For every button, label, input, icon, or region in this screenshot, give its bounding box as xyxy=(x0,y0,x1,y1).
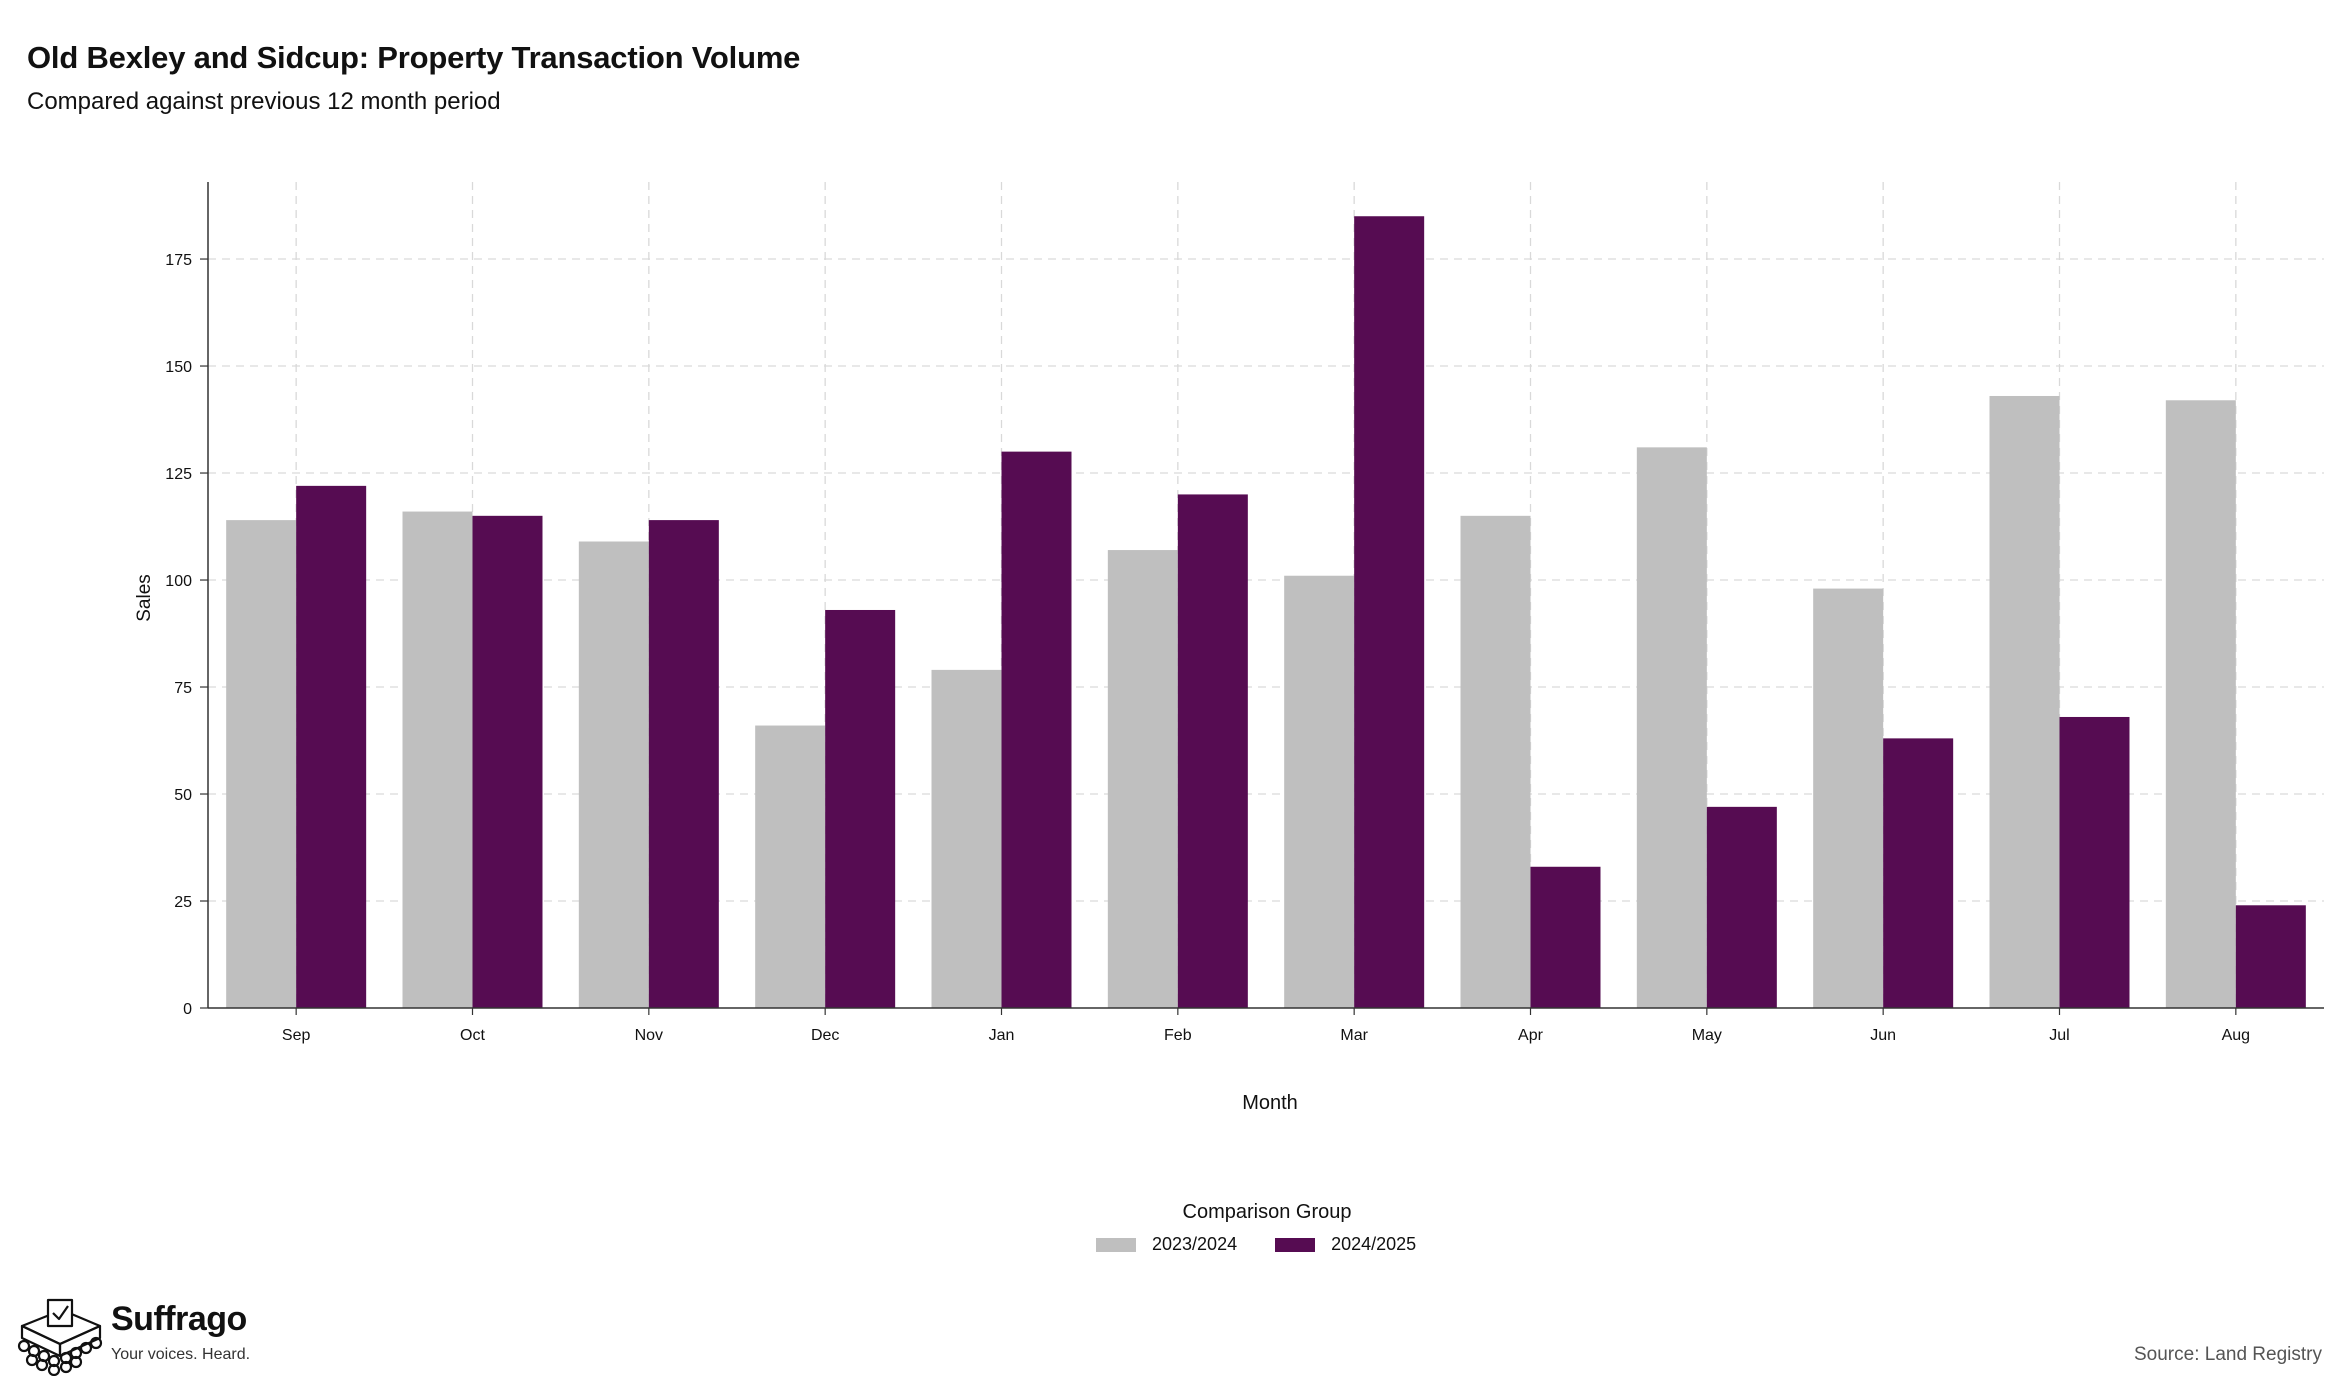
x-axis-title: Month xyxy=(1242,1092,1298,1114)
legend-item-2024-2025: 2024/2025 xyxy=(1275,1234,1416,1255)
x-tick-label-may: May xyxy=(1692,1027,1722,1044)
bar-2024-2025-jan xyxy=(1001,451,1072,1008)
bar-2024-2025-nov xyxy=(648,520,719,1008)
legend-swatch-2023-2024 xyxy=(1096,1237,1136,1252)
chart-title: Old Bexley and Sidcup: Property Transact… xyxy=(27,40,801,75)
x-tick-label-dec: Dec xyxy=(811,1027,839,1044)
legend: 2023/2024 2024/2025 xyxy=(1096,1234,1454,1255)
bar-2024-2025-aug xyxy=(2235,905,2306,1008)
bar-2023-2024-dec xyxy=(755,725,826,1008)
y-tick-label: 25 xyxy=(174,894,192,911)
bar-2023-2024-oct xyxy=(402,511,473,1008)
chart-subtitle: Compared against previous 12 month perio… xyxy=(27,88,501,115)
bar-2023-2024-sep xyxy=(226,520,297,1008)
bar-2024-2025-apr xyxy=(1530,866,1601,1008)
x-tick-label-feb: Feb xyxy=(1164,1027,1192,1044)
bar-2023-2024-mar xyxy=(1284,575,1355,1008)
bar-2024-2025-feb xyxy=(1177,494,1248,1008)
legend-item-2023-2024: 2023/2024 xyxy=(1096,1234,1237,1255)
bar-2023-2024-jun xyxy=(1813,588,1884,1008)
bar-2024-2025-jul xyxy=(2059,716,2130,1008)
x-tick-label-aug: Aug xyxy=(2222,1027,2250,1044)
x-tick-label-sep: Sep xyxy=(282,1027,311,1044)
bar-2023-2024-jul xyxy=(1989,395,2060,1008)
bar-2024-2025-jun xyxy=(1883,738,1954,1008)
y-axis-title: Sales xyxy=(134,574,155,622)
bar-2023-2024-jan xyxy=(931,669,1002,1008)
bar-2023-2024-nov xyxy=(578,541,649,1008)
y-tick-label: 0 xyxy=(183,1001,192,1018)
y-tick-label: 175 xyxy=(165,252,192,269)
bar-2024-2025-mar xyxy=(1354,216,1425,1008)
legend-title: Comparison Group xyxy=(1182,1201,1352,1223)
bar-2024-2025-dec xyxy=(825,609,896,1008)
x-tick-label-jan: Jan xyxy=(989,1027,1015,1044)
x-tick-label-jul: Jul xyxy=(2049,1027,2069,1044)
brand-tagline: Your voices. Heard. xyxy=(111,1346,251,1363)
legend-swatch-2024-2025 xyxy=(1275,1237,1316,1252)
bar-2023-2024-feb xyxy=(1107,550,1178,1008)
x-tick-label-jun: Jun xyxy=(1870,1027,1896,1044)
x-tick-label-mar: Mar xyxy=(1340,1027,1368,1044)
brand-name: Suffrago xyxy=(111,1300,247,1338)
y-tick-label: 150 xyxy=(165,359,192,376)
bar-2024-2025-sep xyxy=(296,485,367,1008)
bar-2023-2024-may xyxy=(1636,447,1707,1008)
bar-2024-2025-may xyxy=(1706,806,1777,1008)
bar-2024-2025-oct xyxy=(472,515,543,1008)
y-tick-label: 50 xyxy=(174,787,192,804)
legend-label-2024-2025: 2024/2025 xyxy=(1331,1234,1417,1254)
ballot-box-icon xyxy=(17,1298,103,1376)
legend-label-2023-2024: 2023/2024 xyxy=(1152,1234,1238,1254)
y-tick-label: 75 xyxy=(174,680,192,697)
y-tick-label: 125 xyxy=(165,466,192,483)
bar-2023-2024-apr xyxy=(1460,515,1531,1008)
y-tick-label: 100 xyxy=(165,573,192,590)
x-tick-label-nov: Nov xyxy=(635,1027,663,1044)
bar-chart: 0 25 50 75 100 125 150 175 Sep Oct Nov Dec Jan Feb Mar… xyxy=(134,182,2324,1114)
x-tick-label-apr: Apr xyxy=(1518,1027,1544,1044)
x-tick-label-oct: Oct xyxy=(460,1027,485,1044)
bar-2023-2024-aug xyxy=(2165,400,2236,1009)
source-note: Source: Land Registry xyxy=(2134,1344,2322,1365)
